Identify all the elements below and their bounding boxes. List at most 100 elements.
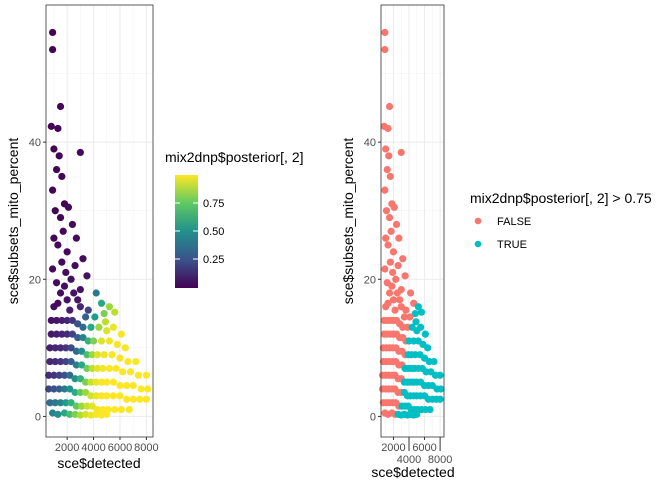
data-point: [66, 371, 74, 379]
data-point: [76, 388, 84, 397]
data-point: [414, 303, 422, 311]
data-point: [111, 405, 119, 414]
data-point: [72, 347, 80, 355]
data-point: [84, 337, 92, 345]
data-point: [383, 165, 391, 174]
data-point: [129, 395, 137, 403]
data-point: [411, 309, 419, 318]
data-point: [63, 296, 71, 304]
data-point: [437, 385, 445, 393]
data-point: [424, 344, 432, 352]
data-point: [401, 272, 409, 280]
data-point: [116, 392, 124, 400]
colorbar-label: 0.50: [203, 226, 224, 238]
data-point: [396, 296, 404, 304]
data-point: [97, 337, 106, 345]
data-point: [100, 351, 108, 359]
data-point: [109, 378, 117, 386]
data-point: [103, 327, 111, 335]
y-tick-label: 0: [370, 411, 376, 423]
data-point: [87, 378, 95, 386]
data-point: [397, 148, 405, 157]
data-point: [54, 410, 62, 418]
legend-title-right: mix2dnp$posterior[, 2] > 0.75: [470, 190, 652, 206]
data-point: [76, 375, 84, 383]
data-point: [394, 261, 402, 270]
data-point: [58, 330, 66, 338]
data-point: [50, 145, 58, 153]
data-point: [74, 320, 82, 328]
data-point: [54, 241, 62, 249]
data-point: [47, 316, 55, 325]
data-point: [63, 330, 71, 338]
legend-right: mix2dnp$posterior[, 2] > 0.75 FALSE TRUE: [470, 190, 652, 251]
data-point: [67, 399, 75, 407]
data-point: [71, 410, 79, 418]
data-point: [92, 392, 100, 400]
data-point: [101, 318, 110, 326]
x-tick-label: 2000: [55, 442, 79, 454]
data-point: [52, 279, 61, 287]
panel-border: [380, 4, 445, 438]
data-point: [46, 357, 54, 366]
data-point: [49, 186, 57, 194]
data-point: [103, 392, 111, 400]
data-point: [426, 405, 434, 414]
data-point: [108, 351, 116, 359]
data-point: [83, 272, 91, 280]
data-point: [389, 268, 397, 277]
data-point: [49, 45, 57, 54]
data-point: [111, 308, 119, 316]
data-point: [49, 28, 57, 37]
data-point: [56, 213, 65, 222]
data-point: [117, 330, 125, 338]
y-tick-label: 0: [35, 411, 41, 423]
data-point: [386, 258, 394, 266]
legend-key-false: [474, 217, 482, 225]
data-point: [70, 289, 78, 297]
data-point: [97, 411, 106, 419]
data-point: [88, 351, 96, 359]
data-point: [392, 275, 400, 283]
x-tick-label: 6000: [412, 442, 436, 454]
data-point: [389, 248, 398, 256]
data-point: [382, 207, 391, 215]
data-point: [74, 333, 82, 342]
data-point: [384, 299, 392, 307]
y-tick-label: 20: [364, 274, 376, 286]
data-point: [385, 213, 394, 222]
data-point: [83, 351, 91, 359]
data-point: [382, 234, 390, 242]
data-point: [387, 227, 395, 235]
data-point: [105, 364, 114, 373]
data-point: [54, 124, 62, 133]
x-tick-label: 4000: [397, 454, 421, 466]
data-point: [56, 289, 65, 297]
data-point: [391, 306, 399, 314]
data-point: [46, 344, 54, 352]
data-point: [74, 296, 82, 304]
data-point: [63, 248, 71, 256]
data-point: [84, 306, 92, 314]
data-point: [385, 289, 394, 297]
data-point: [93, 364, 102, 373]
data-point: [413, 410, 421, 418]
data-point: [109, 323, 117, 331]
data-point: [109, 392, 117, 400]
data-point: [76, 303, 84, 311]
data-point: [392, 220, 401, 229]
data-point: [60, 371, 69, 379]
data-point: [87, 411, 95, 419]
data-point: [76, 285, 84, 294]
data-point: [99, 364, 107, 373]
data-point: [97, 378, 106, 386]
data-point: [63, 316, 71, 325]
data-point: [116, 381, 124, 390]
colorbar-label: 0.75: [203, 198, 224, 210]
data-point: [122, 381, 131, 390]
data-point: [417, 308, 426, 316]
data-point: [60, 282, 69, 290]
x-tick-label: 8000: [134, 442, 158, 454]
